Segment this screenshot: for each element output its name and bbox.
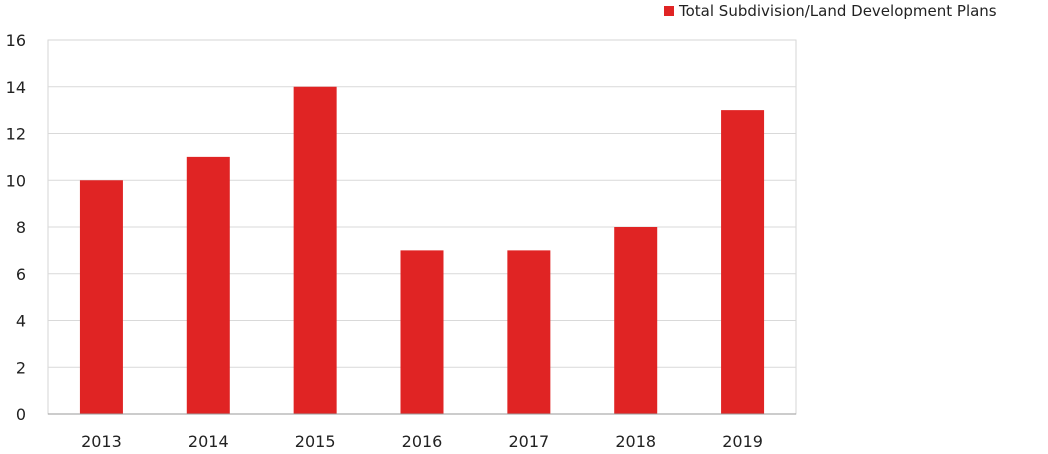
bars <box>79 86 765 414</box>
y-tick-label: 16 <box>6 31 26 50</box>
gridlines <box>48 86 796 368</box>
x-tick-label: 2019 <box>722 432 763 451</box>
bar-2014 <box>186 156 230 414</box>
bar-2015 <box>293 86 337 414</box>
x-tick-label: 2014 <box>188 432 229 451</box>
x-tick-label: 2013 <box>81 432 122 451</box>
bar-2013 <box>79 180 123 414</box>
y-tick-label: 6 <box>16 265 26 284</box>
y-tick-label: 12 <box>6 125 26 144</box>
y-tick-label: 14 <box>6 78 26 97</box>
bar-2016 <box>400 250 444 414</box>
legend-swatch <box>664 6 674 16</box>
x-tick-label: 2017 <box>508 432 549 451</box>
x-tick-label: 2015 <box>295 432 336 451</box>
x-axis-tick-labels: 2013 2014 2015 2016 2017 2018 2019 <box>81 432 763 451</box>
y-tick-label: 0 <box>16 405 26 424</box>
bar-2018 <box>614 227 658 414</box>
x-tick-label: 2018 <box>615 432 656 451</box>
y-tick-label: 4 <box>16 312 26 331</box>
bar-2017 <box>507 250 551 414</box>
chart-legend: Total Subdivision/Land Development Plans <box>664 2 997 20</box>
y-tick-label: 10 <box>6 171 26 190</box>
legend-label: Total Subdivision/Land Development Plans <box>678 2 997 20</box>
y-tick-label: 2 <box>16 358 26 377</box>
y-tick-label: 8 <box>16 218 26 237</box>
x-tick-label: 2016 <box>402 432 443 451</box>
y-axis-tick-labels: 0 2 4 6 8 10 12 14 16 <box>6 31 26 424</box>
bar-2019 <box>721 110 765 414</box>
